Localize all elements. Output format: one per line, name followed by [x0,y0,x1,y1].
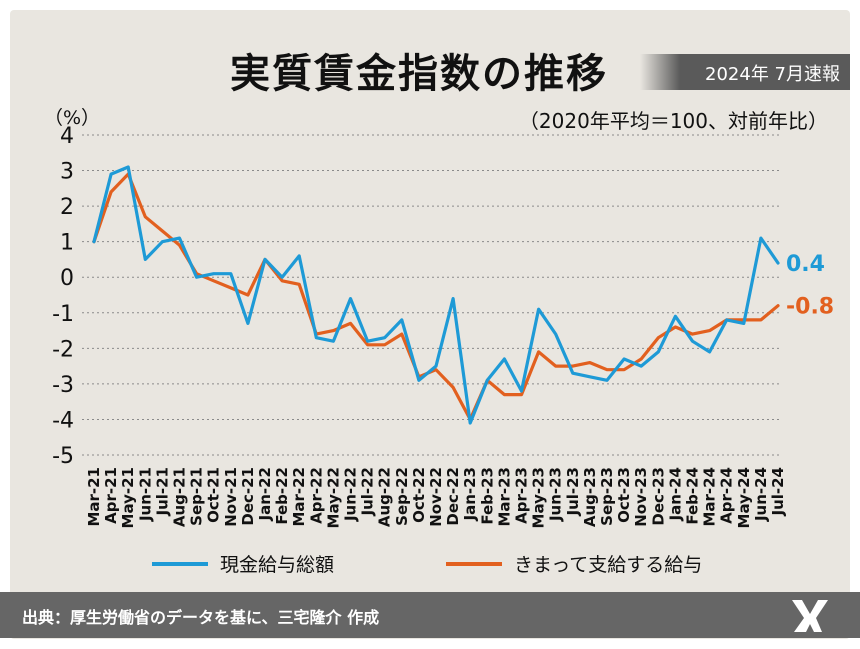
y-tick-label: -5 [52,444,74,469]
y-tick-label: -3 [52,373,74,398]
x-tick-label: May-21 [119,467,137,528]
y-tick-label: 0 [60,266,74,291]
x-tick-label: Mar-22 [290,467,308,527]
legend-label-cash-earnings: 現金給与総額 [220,554,335,576]
series-line [92,172,780,421]
x-tick-label: Sep-21 [188,467,206,526]
x-tick-label: Sep-22 [393,467,411,526]
y-tick-label: -2 [52,337,74,362]
y-tick-label: 4 [60,124,74,149]
x-tick-label: May-23 [530,467,548,528]
x-tick-label: Aug-21 [171,467,189,527]
x-tick-label: Jun-23 [547,467,565,522]
x-tick-label: Mar-23 [495,467,513,527]
chart-subtitle: （2020年平均＝100、対前年比） [518,109,828,133]
x-tick-label: Aug-22 [376,467,394,527]
x-tick-label: Mar-24 [701,467,719,527]
x-tick-label: Oct-21 [205,467,223,523]
x-tick-label: Jun-24 [752,467,770,522]
x-tick-label: Apr-22 [307,467,325,524]
legend-label-scheduled-earnings: きまって支給する給与 [514,554,703,576]
x-tick-label: Feb-23 [478,467,496,525]
y-tick-label: 1 [60,231,74,256]
x-tick-label: May-24 [735,467,753,528]
x-tick-label: Apr-23 [513,467,531,524]
x-tick-label: Jul-22 [359,467,377,517]
y-tick-label: 2 [60,195,74,220]
footer-bar: 出典：厚生労働省のデータを基に、三宅隆介 作成 [0,592,860,638]
source-credit: 出典：厚生労働省のデータを基に、三宅隆介 作成 [22,608,380,627]
end-value-label: -0.8 [786,295,834,320]
x-tick-label: Dec-22 [444,467,462,526]
x-tick-label: Jan-24 [666,467,684,521]
x-tick-label: Aug-23 [581,467,599,527]
chart-title: 実質賃金指数の推移 [230,51,608,97]
x-tick-label: Jun-21 [136,467,154,522]
x-tick-label: Nov-22 [427,467,445,527]
x-tick-label: Nov-21 [222,467,240,527]
x-tick-label: Apr-21 [102,467,120,524]
x-tick-label: Feb-22 [273,467,291,525]
report-badge: 2024年 7月速報 [640,54,850,90]
legend: 現金給与総額 きまって支給する給与 [0,548,860,578]
y-tick-label: -4 [52,408,74,433]
end-value-label: 0.4 [786,252,825,277]
x-tick-label: Oct-23 [615,467,633,523]
x-tick-label: Mar-21 [85,467,103,527]
x-tick-label: Jun-22 [342,467,360,522]
x-tick-label: Dec-23 [649,467,667,526]
x-tick-label: Jul-23 [564,467,582,517]
x-tick-label: May-22 [324,467,342,528]
x-tick-label: Sep-23 [598,467,616,526]
x-tick-label: Oct-22 [410,467,428,523]
brand-logo-icon [792,600,828,632]
x-tick-label: Jan-23 [461,467,479,521]
legend-swatch-blue [152,562,208,566]
chart-panel: 実質賃金指数の推移 2024年 7月速報 （2020年平均＝100、対前年比） … [10,10,850,639]
y-tick-label: -1 [52,302,74,327]
series-line [92,165,780,425]
y-tick-label: 3 [60,160,74,185]
x-tick-label: Dec-21 [239,467,257,526]
x-tick-label: Jul-21 [153,467,171,517]
x-tick-label: Jul-24 [769,467,787,517]
y-axis-unit: （%） [44,107,101,129]
x-tick-label: Feb-24 [684,467,702,525]
x-tick-label: Nov-23 [632,467,650,527]
x-tick-label: Apr-24 [718,467,736,524]
x-tick-label: Jan-22 [256,467,274,521]
legend-swatch-orange [446,562,502,566]
report-badge-label: 2024年 7月速報 [705,64,840,85]
